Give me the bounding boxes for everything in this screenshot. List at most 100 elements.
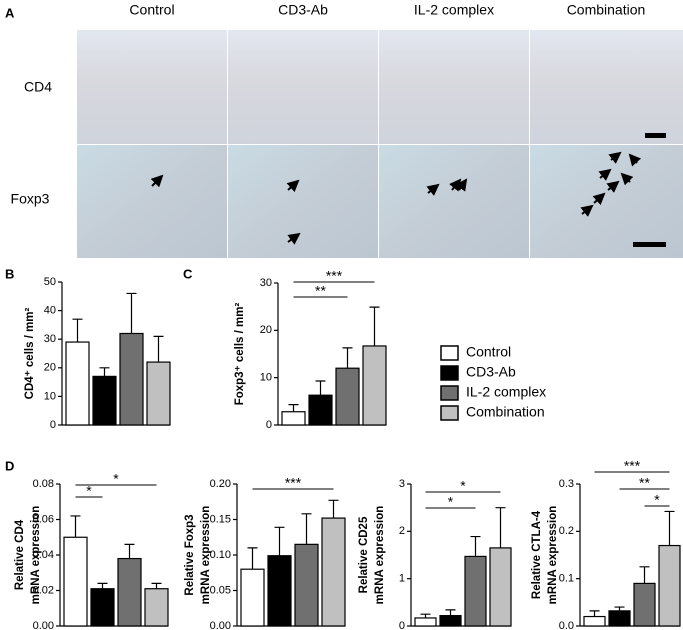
y-axis-label: mRNA expression — [374, 506, 386, 605]
y-axis-label: Relative CD25 — [358, 516, 370, 593]
y-tick-label: 0.08 — [33, 478, 54, 490]
y-tick-label: 1 — [399, 573, 405, 585]
bar — [294, 543, 319, 627]
error-bar — [274, 526, 285, 556]
micrograph — [530, 145, 683, 258]
error-bar — [70, 515, 81, 538]
column-header: IL-2 complex — [414, 2, 494, 18]
error-bar — [97, 582, 108, 589]
error-bar — [589, 610, 600, 617]
micrograph — [228, 145, 378, 258]
significance-label: *** — [624, 458, 641, 474]
micrograph — [77, 145, 227, 258]
y-tick-label: 0.04 — [33, 549, 54, 561]
bar — [240, 568, 265, 627]
bar — [144, 588, 169, 627]
y-axis-label: Foxp3⁺ cells / mm² — [234, 303, 246, 406]
legend-swatch — [440, 405, 459, 421]
y-tick-label: 0.06 — [33, 513, 54, 525]
bar — [267, 555, 292, 627]
y-tick-label: 3 — [399, 478, 405, 490]
significance-label: * — [86, 483, 92, 499]
y-tick-label: 0.20 — [210, 478, 231, 490]
bar — [65, 341, 90, 426]
error-bar — [614, 606, 625, 611]
error-bar — [470, 535, 481, 557]
bar — [658, 544, 681, 627]
error-bar — [639, 566, 650, 584]
error-bar — [99, 367, 110, 377]
scale-bar — [645, 133, 666, 138]
bar — [90, 588, 115, 627]
significance-label: * — [460, 478, 466, 494]
micrograph — [379, 145, 529, 258]
bar — [489, 547, 512, 627]
y-tick-label: 0.10 — [210, 549, 231, 561]
error-bar — [315, 380, 326, 396]
bar — [119, 332, 144, 426]
legend-swatch — [440, 365, 459, 381]
arrows — [150, 151, 642, 245]
error-bar — [288, 404, 299, 412]
y-axis-label: mRNA expression — [200, 506, 212, 605]
y-tick-label: 2 — [399, 525, 405, 537]
legend-swatch — [440, 345, 459, 361]
bar — [464, 555, 487, 627]
y-axis-label: mRNA expression — [30, 506, 42, 605]
error-bar — [445, 609, 456, 616]
row-label: CD4 — [24, 79, 52, 95]
significance-label: *** — [285, 475, 302, 491]
significance-label: * — [448, 494, 454, 510]
row-label: Foxp3 — [11, 191, 50, 207]
y-axis-label: Relative CTLA-4 — [531, 510, 543, 599]
y-tick-label: 0.02 — [33, 584, 54, 596]
bar — [439, 614, 462, 627]
error-bar — [247, 547, 258, 570]
y-tick-label: 0 — [399, 620, 405, 630]
bar — [146, 361, 171, 426]
significance-label: ** — [315, 283, 326, 299]
error-bar — [420, 613, 431, 618]
panel-label: C — [183, 266, 193, 281]
bar — [117, 557, 142, 627]
bar — [308, 394, 333, 426]
bar — [321, 517, 346, 627]
legend-label: Control — [466, 344, 511, 360]
bar — [608, 610, 631, 627]
error-bar — [495, 507, 506, 548]
bar — [281, 411, 306, 426]
micrograph — [77, 30, 227, 144]
y-tick-label: 0.05 — [210, 584, 231, 596]
y-tick-label: 30 — [44, 333, 56, 345]
y-tick-label: 20 — [260, 324, 272, 336]
error-bar — [126, 292, 137, 334]
bar — [335, 367, 360, 426]
bar — [63, 536, 88, 627]
legend-label: Combination — [466, 404, 545, 420]
significance-label: * — [113, 471, 119, 487]
error-bar — [301, 513, 312, 545]
y-tick-label: 0.00 — [33, 620, 54, 630]
y-tick-label: 40 — [44, 305, 56, 317]
panel-label: A — [5, 5, 15, 20]
y-tick-label: 20 — [44, 362, 56, 374]
significance-label: ** — [639, 475, 650, 491]
column-header: Combination — [567, 2, 646, 18]
significance-label: *** — [326, 268, 343, 284]
bar — [414, 617, 437, 627]
y-tick-label: 0.00 — [210, 620, 231, 630]
micrograph-grid: A Control CD3-Ab IL-2 complex Combinatio… — [5, 2, 683, 258]
micrograph — [530, 30, 683, 144]
column-header: Control — [129, 2, 174, 18]
legend-label: IL-2 complex — [466, 384, 546, 400]
y-tick-label: 0.15 — [210, 513, 231, 525]
error-bar — [342, 347, 353, 369]
legend-swatch — [440, 385, 459, 401]
error-bar — [72, 318, 83, 343]
y-axis-label: Relative Foxp3 — [184, 514, 196, 595]
y-tick-label: 0.0 — [559, 620, 574, 630]
micrograph — [379, 30, 529, 144]
panel-label: D — [5, 458, 14, 473]
error-bar — [369, 306, 380, 346]
error-bar — [153, 335, 164, 363]
